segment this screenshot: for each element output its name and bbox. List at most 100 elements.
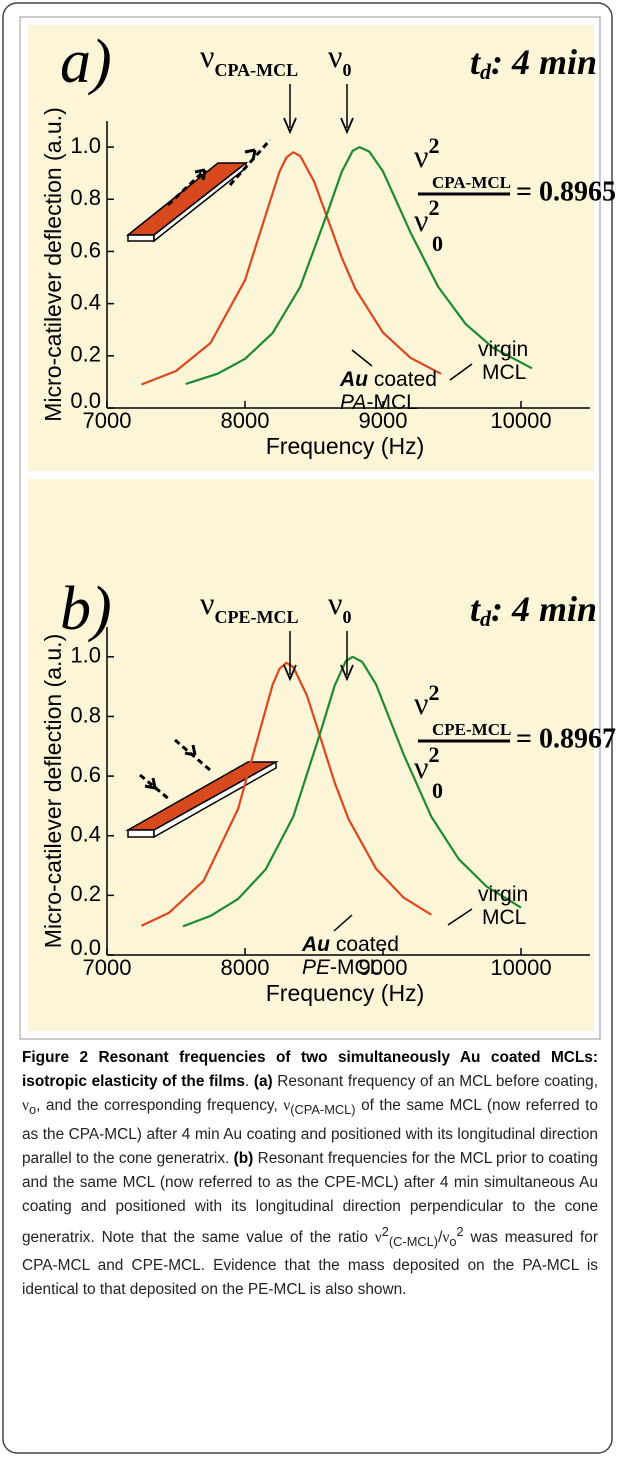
ratio-result: = 0.8967 bbox=[516, 723, 616, 754]
time-subscript: d bbox=[480, 606, 492, 631]
peak-subscript: CPE-MCL bbox=[214, 607, 298, 627]
data-line bbox=[185, 146, 533, 386]
y-tick-label: 0.4 bbox=[70, 822, 101, 847]
caption: Figure 2 Resonant frequencies of two sim… bbox=[22, 1046, 598, 1302]
caption-title: Figure 2 Resonant frequencies of two sim… bbox=[22, 1049, 598, 1091]
caption-sub: (C-MCL) bbox=[388, 1233, 439, 1249]
caption-text: . bbox=[244, 1073, 254, 1091]
curve-label-run: Au bbox=[339, 368, 368, 391]
caption-sub: o bbox=[449, 1233, 457, 1249]
x-tick-label: 10000 bbox=[490, 955, 551, 980]
x-tick-label: 9000 bbox=[359, 408, 408, 433]
caption-text: Resonant frequencies for the MCL prior t… bbox=[22, 1149, 598, 1246]
curve-label-run: PA bbox=[340, 391, 366, 414]
ratio-symbol: ν bbox=[414, 138, 428, 174]
y-tick-label: 0.0 bbox=[70, 388, 101, 413]
peak-symbol: ν bbox=[200, 38, 214, 74]
y-tick-label: 0.2 bbox=[70, 342, 101, 367]
y-tick-label: 0.2 bbox=[70, 881, 101, 906]
ratio-result: = 0.8965 bbox=[516, 176, 616, 207]
y-axis-title: Micro-catilever deflection (a.u.) bbox=[40, 107, 66, 421]
y-tick-label: 0.8 bbox=[70, 702, 101, 727]
peak-label: ν0 bbox=[328, 585, 351, 627]
peak-subscript: 0 bbox=[342, 60, 351, 80]
x-axis-title: Frequency (Hz) bbox=[266, 433, 424, 459]
ratio-sup: 2 bbox=[428, 195, 439, 220]
leader-line bbox=[447, 908, 473, 926]
caption-text: Resonant frequency of an MCL before coat… bbox=[272, 1073, 598, 1091]
peak-label: νCPA-MCL bbox=[200, 38, 298, 80]
ratio-numerator: ν2 CPA-MCL bbox=[414, 133, 511, 192]
ratio-symbol: ν bbox=[414, 749, 428, 785]
data-line bbox=[141, 151, 442, 386]
caption-text: / bbox=[438, 1228, 443, 1246]
caption-sub: (CPA-MCL) bbox=[290, 1102, 356, 1118]
peak-label: νCPE-MCL bbox=[200, 585, 298, 627]
leader-line bbox=[449, 363, 473, 381]
y-tick-label: 0.4 bbox=[70, 289, 101, 314]
curve-label: virgin bbox=[478, 883, 528, 906]
caption-symbol: ν bbox=[374, 1228, 382, 1246]
ratio-sup: 2 bbox=[428, 133, 439, 158]
x-axis-title: Frequency (Hz) bbox=[266, 980, 424, 1006]
x-tick-label: 7000 bbox=[83, 955, 132, 980]
curve-label-run: virgin bbox=[478, 883, 528, 906]
caption-symbol: ν bbox=[283, 1097, 291, 1115]
panel-label: b) bbox=[60, 575, 112, 643]
caption-symbol: ν bbox=[442, 1228, 450, 1246]
x-tick-label: 9000 bbox=[359, 955, 408, 980]
time-text: : 4 min bbox=[491, 42, 597, 82]
caption-symbol: ν bbox=[22, 1097, 29, 1115]
y-tick-label: 0.6 bbox=[70, 237, 101, 262]
y-tick-label: 0.8 bbox=[70, 185, 101, 210]
peak-arrowhead bbox=[340, 664, 354, 682]
caption-text: , and the corresponding frequency, bbox=[36, 1097, 284, 1115]
x-tick-label: 8000 bbox=[221, 408, 270, 433]
peak-symbol: ν bbox=[328, 585, 342, 621]
peak-subscript: 0 bbox=[342, 607, 351, 627]
ratio-symbol: ν bbox=[414, 202, 428, 238]
curve-label-run: MCL bbox=[482, 361, 526, 384]
panel-label: a) bbox=[60, 28, 112, 96]
ratio-sub: CPE-MCL bbox=[432, 720, 511, 739]
ratio-sup: 2 bbox=[428, 680, 439, 705]
ratio-denominator: ν2 0 bbox=[414, 742, 443, 803]
time-text: : 4 min bbox=[491, 589, 597, 629]
x-tick-label: 7000 bbox=[83, 408, 132, 433]
caption-text: (b) bbox=[233, 1149, 254, 1167]
curve-label: PE-MCL bbox=[302, 956, 381, 979]
curve-label-run: virgin bbox=[478, 338, 528, 361]
leader-line bbox=[351, 349, 373, 367]
caption-sup: 2 bbox=[381, 1223, 389, 1239]
y-tick-label: 1.0 bbox=[70, 133, 101, 158]
caption-text: was measured for CPA-MCL and CPE-MCL. Ev… bbox=[22, 1228, 598, 1299]
y-tick-label: 0.0 bbox=[70, 935, 101, 960]
curve-label: PA-MCL bbox=[340, 391, 418, 414]
x-tick-label: 10000 bbox=[490, 408, 551, 433]
peak-arrowhead bbox=[340, 117, 354, 135]
peak-subscript: CPA-MCL bbox=[214, 60, 298, 80]
peak-label: ν0 bbox=[328, 38, 351, 80]
peak-symbol: ν bbox=[200, 585, 214, 621]
data-line bbox=[182, 655, 522, 928]
curve-label: MCL bbox=[482, 906, 526, 929]
curve-label: MCL bbox=[482, 361, 526, 384]
time-symbol: t bbox=[470, 589, 481, 629]
time-label: td: 4 min bbox=[470, 42, 597, 84]
figure-box bbox=[19, 16, 601, 1040]
panel-a-bg bbox=[28, 25, 594, 471]
caption-sub: o bbox=[28, 1102, 37, 1118]
ratio-sub: 0 bbox=[432, 231, 443, 256]
curve-label: virgin bbox=[478, 338, 528, 361]
leader-line bbox=[333, 914, 353, 932]
peak-symbol: ν bbox=[328, 38, 342, 74]
curve-label-run: coated bbox=[368, 368, 437, 391]
curve-label-run: -MCL bbox=[366, 391, 417, 414]
peak-arrowhead bbox=[283, 664, 297, 682]
time-label: td: 4 min bbox=[470, 589, 597, 631]
panel-b-bg bbox=[28, 479, 594, 1031]
curve-label-run: Au bbox=[301, 933, 330, 956]
curve-label-run: MCL bbox=[482, 906, 526, 929]
